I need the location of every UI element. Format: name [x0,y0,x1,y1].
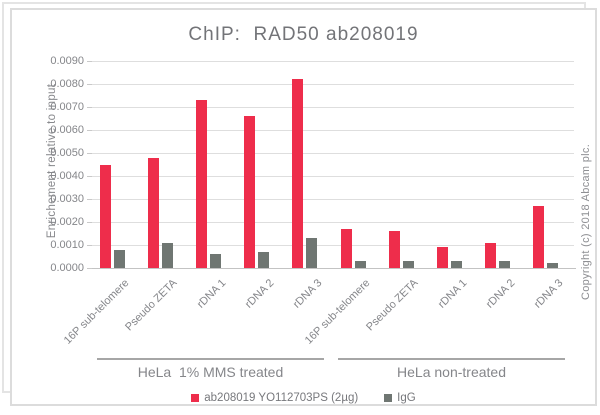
y-tick-label: 0.0070 [50,101,84,113]
legend-label: IgG [397,392,416,404]
gridline [92,176,574,177]
copyright-note: Copyright (c) 2018 Abcam plc. [580,143,592,300]
y-tick-label: 0.0000 [50,262,84,274]
legend-label: ab208019 YO112703PS (2µg) [204,392,359,404]
x-tick-label: Pseudo ZETA [123,277,180,334]
x-tick-label: rDNA 3 [531,277,566,311]
gridline [92,84,574,85]
legend-swatch [384,394,393,402]
chart-card: ChIP: RAD50 ab208019 Enrichement relativ… [10,8,597,406]
bar-igg [161,242,173,268]
legend-item: ab208019 YO112703PS (2µg) [191,392,358,404]
bar-ab208019 [437,247,448,268]
bar-igg [354,261,366,268]
bar-igg [210,254,221,268]
x-tick-label: rDNA 2 [242,277,277,311]
y-tick-label: 0.0080 [50,78,84,90]
x-axis-line [90,268,576,269]
bar-ab208019 [196,100,207,268]
bar-ab208019 [533,205,545,268]
bar-igg [499,261,511,268]
x-tick-label: rDNA 1 [194,277,228,311]
x-tick-label: Pseudo ZETA [364,277,421,334]
bar-igg [547,263,559,268]
bar-igg [451,261,462,268]
bar-ab208019 [340,228,352,268]
gridline [92,130,574,131]
chart-title: ChIP: RAD50 ab208019 [188,24,419,45]
bar-ab208019 [292,79,304,268]
x-tick-label: rDNA 2 [483,277,518,311]
y-tick-label: 0.0010 [50,239,84,251]
y-tick-mark [87,61,92,62]
y-tick-label: 0.0030 [50,193,84,205]
bar-ab208019 [388,231,400,268]
plot-area [92,61,574,268]
group-divider-line [97,358,324,360]
legend-swatch [191,394,200,402]
group-label: HeLa non-treated [397,364,506,380]
y-axis-title: Enrichement relative to input [46,83,58,239]
group-divider-line [338,358,565,360]
y-tick-label: 0.0040 [50,170,84,182]
y-tick-mark [87,268,92,269]
y-tick-label: 0.0020 [50,216,84,228]
y-tick-mark [87,130,92,131]
bar-igg [402,261,414,268]
y-tick-mark [87,153,92,154]
bar-ab208019 [147,157,159,268]
bar-igg [258,251,270,268]
y-tick-label: 0.0090 [50,55,84,67]
bar-igg [113,249,125,268]
x-tick-label: rDNA 1 [435,277,469,311]
gridline [92,199,574,200]
y-tick-mark [87,222,92,223]
y-tick-mark [87,84,92,85]
x-tick-label: rDNA 3 [290,277,325,311]
gridline [92,245,574,246]
y-tick-mark [87,199,92,200]
legend: ab208019 YO112703PS (2µg) IgG [12,392,595,404]
y-tick-label: 0.0050 [50,147,84,159]
gridline [92,61,574,62]
bar-ab208019 [99,164,111,268]
y-tick-mark [87,176,92,177]
gridline [92,107,574,108]
y-tick-mark [87,107,92,108]
gridline [92,222,574,223]
gridline [92,153,574,154]
y-tick-label: 0.0060 [50,124,84,136]
legend-item: IgG [384,392,416,404]
y-tick-mark [87,245,92,246]
bar-ab208019 [485,242,497,268]
group-label: HeLa 1% MMS treated [137,364,284,380]
bar-ab208019 [244,116,256,268]
bar-igg [306,238,318,268]
x-tick-label: 16P sub-telomere [61,277,132,347]
